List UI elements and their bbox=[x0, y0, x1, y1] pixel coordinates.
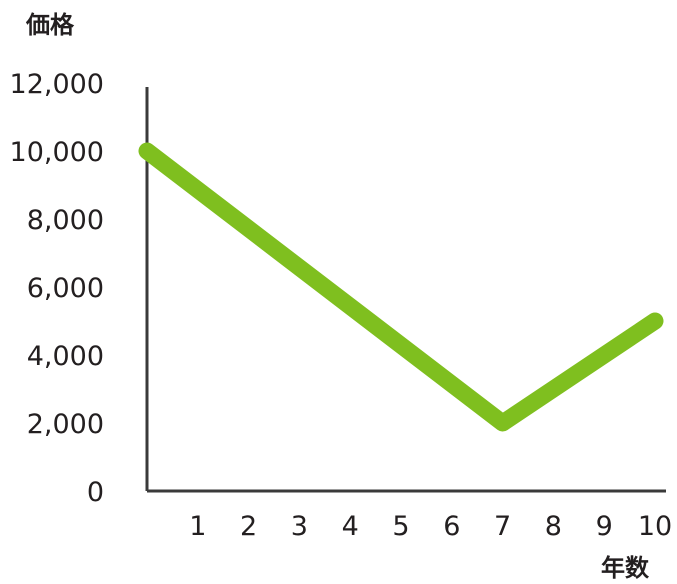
x-tick-label: 7 bbox=[494, 511, 511, 542]
y-tick-label: 12,000 bbox=[10, 69, 104, 100]
series-point bbox=[502, 422, 504, 424]
y-axis-title: 価格 bbox=[25, 11, 75, 39]
x-tick-label: 1 bbox=[189, 511, 206, 542]
x-tick-label: 2 bbox=[240, 511, 257, 542]
x-tick-label: 3 bbox=[291, 511, 308, 542]
x-tick-label: 4 bbox=[342, 511, 359, 542]
x-tick-label: 6 bbox=[443, 511, 460, 542]
x-tick-label: 9 bbox=[596, 511, 613, 542]
y-tick-label: 4,000 bbox=[27, 341, 104, 372]
x-tick-label: 8 bbox=[545, 511, 562, 542]
y-tick-label: 6,000 bbox=[27, 273, 104, 304]
y-tick-label: 8,000 bbox=[27, 205, 104, 236]
series-point bbox=[146, 150, 148, 152]
x-axis-title: 年数 bbox=[601, 554, 650, 582]
y-tick-label: 10,000 bbox=[10, 137, 104, 168]
y-tick-labels: 0 2,000 4,000 6,000 8,000 10,000 12,000 bbox=[10, 69, 104, 508]
x-tick-label: 5 bbox=[392, 511, 409, 542]
x-tick-label: 10 bbox=[638, 511, 672, 542]
x-tick-labels: 1 2 3 4 5 6 7 8 9 10 bbox=[189, 511, 672, 542]
y-tick-label: 0 bbox=[87, 477, 104, 508]
series-layer bbox=[138, 142, 664, 432]
axes bbox=[145, 87, 666, 493]
series-line bbox=[138, 142, 664, 432]
y-tick-label: 2,000 bbox=[27, 409, 104, 440]
series-point bbox=[654, 320, 656, 322]
